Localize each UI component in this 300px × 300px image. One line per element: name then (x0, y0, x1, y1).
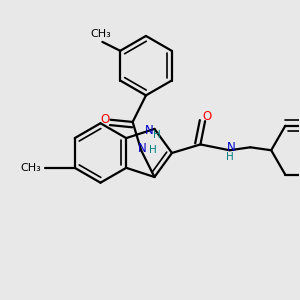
Text: H: H (226, 152, 233, 162)
Text: O: O (202, 110, 211, 123)
Text: N: N (145, 124, 154, 137)
Text: CH₃: CH₃ (91, 29, 111, 39)
Text: H: H (148, 146, 156, 155)
Text: O: O (100, 113, 110, 126)
Text: CH₃: CH₃ (21, 163, 41, 173)
Text: N: N (227, 141, 236, 154)
Text: N: N (138, 142, 147, 155)
Text: H: H (153, 130, 161, 140)
